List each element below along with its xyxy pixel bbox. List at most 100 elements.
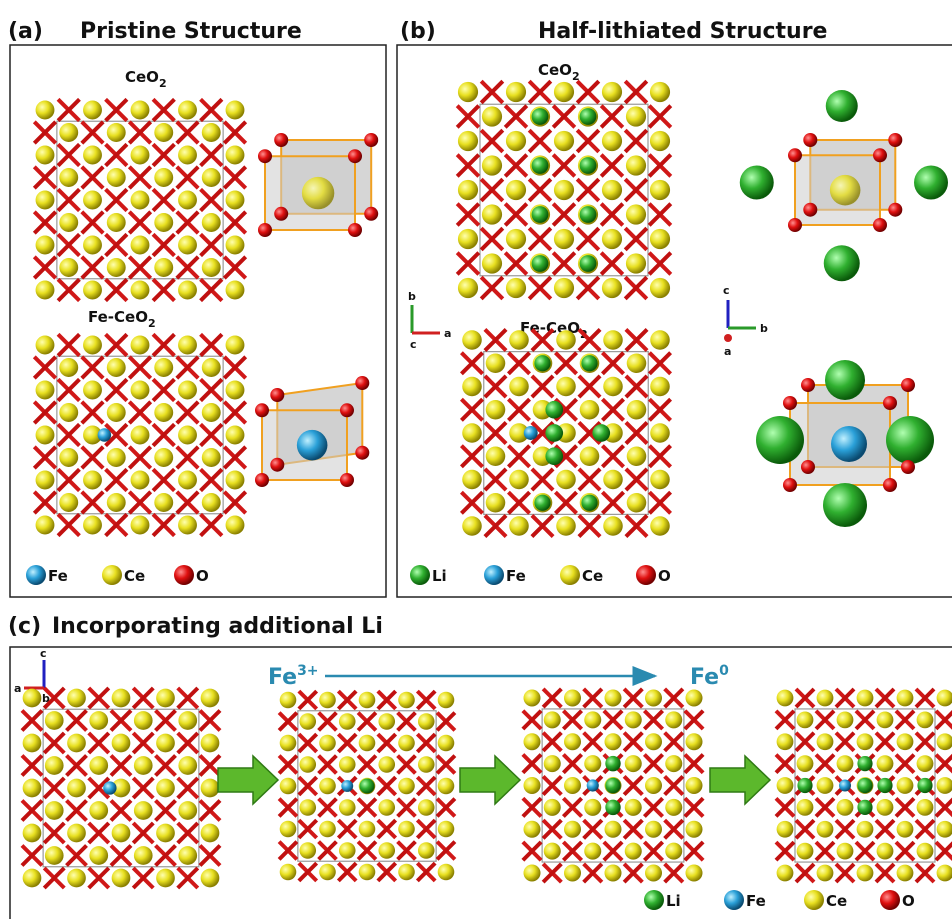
li-atom <box>579 157 597 174</box>
o-bond <box>663 862 685 884</box>
o-bond <box>683 840 705 862</box>
ce-atom <box>437 863 455 881</box>
crystal-structure <box>460 328 672 538</box>
ce-atom <box>579 399 600 420</box>
ce-atom <box>59 448 79 467</box>
unit-cell-frame <box>56 120 224 280</box>
o-bond <box>601 444 625 469</box>
ce-atom <box>650 469 670 490</box>
o-bond <box>479 177 505 203</box>
ce-atom <box>625 155 647 176</box>
o-bond <box>530 328 555 352</box>
o-bond <box>87 686 111 710</box>
o-bond <box>914 731 936 753</box>
o-bond <box>624 467 649 492</box>
ce-atom <box>563 776 582 795</box>
o-bond <box>794 731 816 753</box>
o-bond <box>297 775 319 797</box>
o-bond <box>356 711 378 732</box>
ce-atom <box>319 777 336 795</box>
o-bond <box>834 862 856 884</box>
o-bond <box>582 862 604 884</box>
unit-cell-frame <box>297 710 437 862</box>
o-bond <box>601 490 625 515</box>
ce-atom <box>796 755 814 773</box>
ce-atom <box>106 168 126 187</box>
ce-atom <box>201 358 221 377</box>
o-bond <box>483 374 508 399</box>
fe-atom <box>103 781 117 795</box>
ce-atom <box>650 516 670 536</box>
o-bond <box>199 187 224 213</box>
o-bond <box>104 422 129 448</box>
o-bond <box>277 840 299 861</box>
o-bond <box>527 226 553 252</box>
ce-atom <box>83 145 102 165</box>
o-bond <box>20 799 44 822</box>
ce-atom <box>896 733 914 751</box>
ce-atom <box>279 734 297 752</box>
ce-atom <box>685 776 703 795</box>
ce-atom <box>876 798 894 816</box>
ce-atom <box>417 842 435 859</box>
ce-atom <box>601 179 623 201</box>
panel-label: (c) <box>8 614 41 639</box>
o-atom <box>274 206 289 221</box>
ce-atom <box>130 145 150 165</box>
o-bond <box>794 818 816 840</box>
ce-atom <box>650 376 670 397</box>
o-bond <box>624 328 649 352</box>
ce-atom <box>457 81 479 103</box>
o-bond <box>42 866 66 890</box>
ce-atom <box>509 376 529 397</box>
ce-atom <box>625 106 647 127</box>
o-bond <box>599 202 625 227</box>
ce-atom <box>876 711 894 729</box>
ce-atom <box>178 846 198 865</box>
li-atom <box>917 777 933 794</box>
legend-swatch <box>174 565 194 585</box>
ce-atom <box>462 330 482 350</box>
ce-atom <box>178 145 197 165</box>
o-bond <box>622 731 644 753</box>
o-bond <box>32 255 58 280</box>
ce-atom <box>584 755 602 773</box>
ce-atom <box>178 235 197 255</box>
li-atom <box>545 400 564 419</box>
ce-atom <box>111 778 131 798</box>
o-bond <box>663 731 685 753</box>
ce-atom <box>111 868 131 888</box>
o-bond <box>455 153 481 178</box>
o-atom <box>340 473 354 487</box>
o-bond <box>623 226 649 252</box>
o-bond <box>336 818 358 840</box>
legend-label: Fe <box>506 567 526 585</box>
o-bond <box>601 351 625 376</box>
ce-atom <box>685 689 703 707</box>
o-bond <box>577 514 602 538</box>
o-bond <box>934 753 952 775</box>
o-bond <box>602 709 624 731</box>
ce-atom <box>130 425 150 445</box>
o-bond <box>683 709 705 731</box>
ce-atom <box>644 689 663 707</box>
ce-atom <box>154 123 174 142</box>
ce-atom <box>457 179 479 201</box>
ce-atom <box>200 823 220 843</box>
ce-atom <box>106 448 126 467</box>
ce-atom <box>378 713 396 730</box>
o-bond <box>503 251 529 276</box>
o-bond <box>623 79 649 105</box>
li-atom <box>592 424 611 442</box>
o-bond <box>222 355 248 380</box>
li-atom <box>531 255 549 272</box>
o-bond <box>507 351 531 376</box>
o-bond <box>131 866 155 890</box>
o-bond <box>894 796 916 818</box>
ce-atom <box>457 228 479 250</box>
o-bond <box>80 165 105 190</box>
o-bond <box>80 355 105 380</box>
ce-atom <box>133 846 153 865</box>
o-bond <box>175 355 200 380</box>
o-bond <box>575 275 601 301</box>
